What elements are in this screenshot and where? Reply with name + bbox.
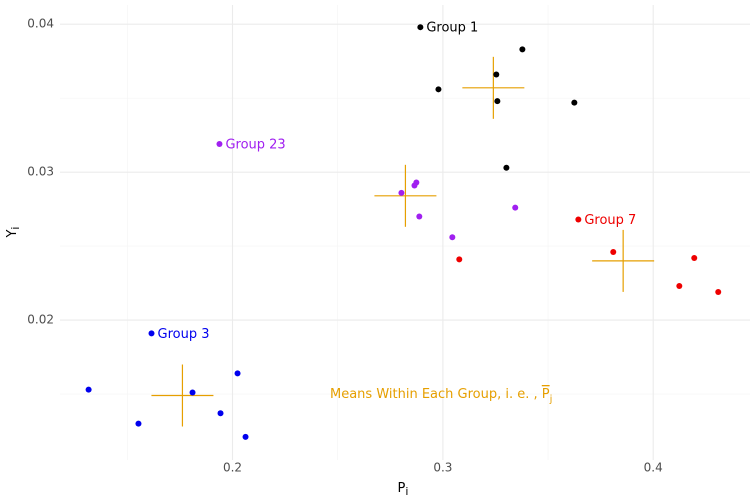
point bbox=[148, 330, 155, 337]
point bbox=[715, 288, 722, 295]
group-label: Group 1 bbox=[426, 21, 478, 36]
x-tick-label: 0.2 bbox=[223, 461, 242, 475]
annotation-symbol: P bbox=[542, 387, 550, 402]
y-axis-title-sub: i bbox=[9, 226, 22, 229]
point bbox=[189, 389, 196, 396]
y-axis-title: Yi bbox=[5, 226, 23, 238]
y-tick-label: 0.04 bbox=[27, 17, 54, 31]
group-label: Group 3 bbox=[158, 327, 210, 342]
x-axis-title-sub: i bbox=[405, 485, 408, 498]
point bbox=[519, 46, 526, 53]
point bbox=[217, 410, 224, 417]
point bbox=[416, 213, 423, 220]
point bbox=[512, 204, 519, 211]
point bbox=[135, 420, 142, 427]
point bbox=[449, 234, 456, 241]
point bbox=[575, 216, 582, 223]
x-axis-title-main: P bbox=[398, 481, 406, 496]
point bbox=[493, 71, 500, 78]
y-axis-title-main: Y bbox=[5, 230, 20, 239]
y-tick-label: 0.03 bbox=[27, 165, 54, 179]
point bbox=[610, 249, 617, 256]
point bbox=[417, 24, 424, 31]
point bbox=[242, 433, 249, 440]
group-label: Group 23 bbox=[225, 138, 285, 153]
point bbox=[494, 98, 501, 105]
grid bbox=[60, 5, 750, 460]
point bbox=[456, 256, 463, 263]
point bbox=[691, 254, 698, 261]
annotation-text: Means Within Each Group, i. e. , bbox=[330, 387, 542, 402]
x-tick-label: 0.4 bbox=[644, 461, 663, 475]
point bbox=[398, 189, 405, 196]
point bbox=[216, 141, 223, 148]
annotation: Means Within Each Group, i. e. , Pj bbox=[330, 387, 552, 406]
group-label: Group 7 bbox=[584, 213, 636, 228]
point bbox=[85, 386, 92, 393]
annotation-sub: j bbox=[549, 394, 553, 405]
point bbox=[411, 182, 418, 189]
x-tick-label: 0.3 bbox=[433, 461, 452, 475]
point bbox=[234, 370, 241, 377]
point bbox=[571, 99, 578, 106]
y-tick-label: 0.02 bbox=[27, 313, 54, 327]
point bbox=[435, 86, 442, 93]
point bbox=[676, 283, 683, 290]
point bbox=[503, 164, 510, 171]
x-axis-title: Pi bbox=[398, 481, 409, 499]
